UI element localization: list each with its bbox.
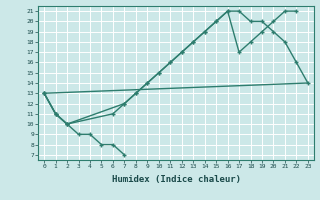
X-axis label: Humidex (Indice chaleur): Humidex (Indice chaleur)	[111, 175, 241, 184]
